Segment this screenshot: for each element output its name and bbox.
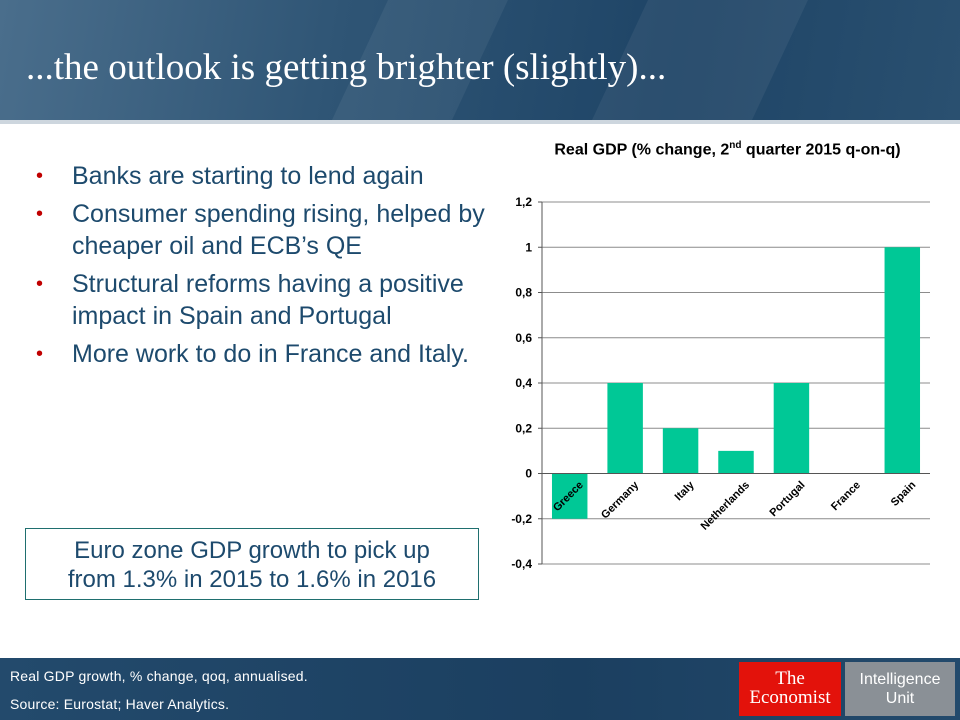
callout-line: Euro zone GDP growth to pick up bbox=[74, 537, 430, 564]
bullet-item: • Structural reforms having a positive im… bbox=[36, 268, 486, 332]
x-category-label: Italy bbox=[673, 479, 698, 504]
bar-greece bbox=[551, 473, 588, 519]
y-tick-label: 0 bbox=[525, 467, 532, 481]
bullet-dot-icon: • bbox=[36, 203, 44, 225]
bar-germany bbox=[607, 383, 643, 474]
bar-portugal bbox=[773, 383, 810, 474]
logo-unit-line2: Unit bbox=[885, 690, 915, 707]
header-banner bbox=[0, 0, 960, 120]
x-category-label: Netherlands bbox=[699, 479, 752, 532]
y-tick-label: 0,2 bbox=[515, 421, 532, 435]
bullet-text: Consumer spending rising, helped by chea… bbox=[72, 200, 485, 260]
y-tick-label: 0,8 bbox=[515, 286, 532, 300]
bullet-item: • More work to do in France and Italy. bbox=[36, 338, 486, 370]
x-category-label: Spain bbox=[889, 479, 919, 509]
footer-source: Source: Eurostat; Haver Analytics. bbox=[10, 696, 230, 712]
logo-economist: Economist bbox=[749, 687, 831, 708]
bullet-item: • Banks are starting to lend again bbox=[36, 160, 486, 192]
bullet-dot-icon: • bbox=[36, 273, 44, 295]
x-category-label: Germany bbox=[599, 479, 642, 522]
bullet-item: • Consumer spending rising, helped by che… bbox=[36, 198, 486, 262]
bar-spain bbox=[884, 247, 921, 474]
x-category-label: Portugal bbox=[768, 479, 808, 519]
chart-title: Real GDP (% change, 2nd quarter 2015 q-o… bbox=[495, 140, 960, 159]
bar-netherlands bbox=[718, 450, 754, 474]
bullet-text: Structural reforms having a positive imp… bbox=[72, 270, 464, 330]
economist-logo: The Economist bbox=[739, 662, 841, 716]
bullet-dot-icon: • bbox=[36, 343, 44, 365]
chart-title-text: Real GDP (% change, 2 bbox=[554, 141, 730, 159]
header-divider bbox=[0, 120, 960, 124]
bullet-dot-icon: • bbox=[36, 165, 44, 187]
y-tick-label: 0,6 bbox=[515, 331, 532, 345]
callout-line: from 1.3% in 2015 to 1.6% in 2016 bbox=[67, 566, 437, 593]
slide-title: ...the outlook is getting brighter (slig… bbox=[26, 47, 667, 88]
chart-title-text-end: quarter 2015 q-on-q) bbox=[741, 141, 901, 159]
y-tick-label: 1,2 bbox=[515, 195, 532, 209]
y-tick-label: -0,2 bbox=[511, 512, 532, 526]
y-tick-label: 0,4 bbox=[515, 376, 532, 390]
bullet-text: More work to do in France and Italy. bbox=[72, 340, 469, 368]
y-tick-label: 1 bbox=[525, 240, 532, 254]
intelligence-unit-logo: Intelligence Unit bbox=[845, 662, 955, 716]
chart-title-superscript: nd bbox=[729, 140, 742, 151]
logo-unit-line1: Intelligence bbox=[859, 671, 941, 688]
logo-the: The bbox=[775, 668, 805, 689]
callout-box: Euro zone GDP growth to pick up from 1.3… bbox=[25, 528, 479, 600]
footer-note: Real GDP growth, % change, qoq, annualis… bbox=[10, 668, 308, 684]
bar-italy bbox=[662, 428, 699, 474]
bullet-text: Banks are starting to lend again bbox=[72, 162, 424, 190]
y-tick-label: -0,4 bbox=[511, 557, 532, 571]
bullet-list: • Banks are starting to lend again • Consu… bbox=[36, 160, 486, 376]
x-category-label: France bbox=[829, 479, 863, 513]
